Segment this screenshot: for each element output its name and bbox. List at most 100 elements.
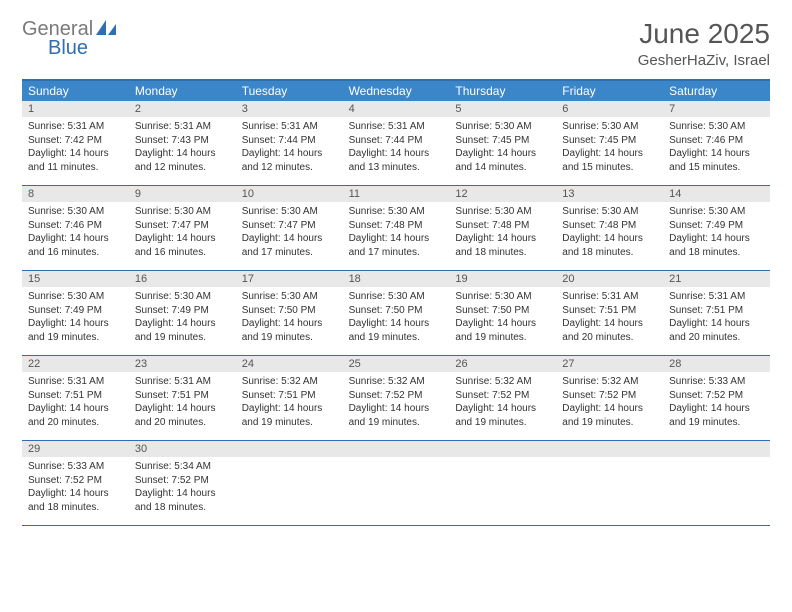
day-details: Sunrise: 5:30 AMSunset: 7:50 PMDaylight:… [236, 287, 343, 348]
day-number: 8 [22, 186, 129, 202]
calendar-day-cell: 6Sunrise: 5:30 AMSunset: 7:45 PMDaylight… [556, 101, 663, 185]
day-number [663, 441, 770, 457]
weekday-header: Wednesday [343, 81, 450, 101]
calendar-day-cell: 27Sunrise: 5:32 AMSunset: 7:52 PMDayligh… [556, 356, 663, 440]
title-block: June 2025 GesherHaZiv, Israel [638, 18, 770, 69]
day-number: 19 [449, 271, 556, 287]
calendar-week-row: 15Sunrise: 5:30 AMSunset: 7:49 PMDayligh… [22, 271, 770, 356]
day-number: 4 [343, 101, 450, 117]
day-number: 15 [22, 271, 129, 287]
calendar-week-row: 1Sunrise: 5:31 AMSunset: 7:42 PMDaylight… [22, 101, 770, 186]
day-details: Sunrise: 5:32 AMSunset: 7:52 PMDaylight:… [343, 372, 450, 433]
calendar-week-row: 29Sunrise: 5:33 AMSunset: 7:52 PMDayligh… [22, 441, 770, 526]
calendar-day-cell: 16Sunrise: 5:30 AMSunset: 7:49 PMDayligh… [129, 271, 236, 355]
day-number: 26 [449, 356, 556, 372]
day-details: Sunrise: 5:30 AMSunset: 7:50 PMDaylight:… [449, 287, 556, 348]
day-details: Sunrise: 5:32 AMSunset: 7:52 PMDaylight:… [449, 372, 556, 433]
calendar-day-cell: 26Sunrise: 5:32 AMSunset: 7:52 PMDayligh… [449, 356, 556, 440]
day-number: 18 [343, 271, 450, 287]
day-details: Sunrise: 5:30 AMSunset: 7:50 PMDaylight:… [343, 287, 450, 348]
day-number: 25 [343, 356, 450, 372]
day-details: Sunrise: 5:30 AMSunset: 7:46 PMDaylight:… [22, 202, 129, 263]
day-details: Sunrise: 5:30 AMSunset: 7:45 PMDaylight:… [556, 117, 663, 178]
calendar-day-cell: 7Sunrise: 5:30 AMSunset: 7:46 PMDaylight… [663, 101, 770, 185]
day-number: 20 [556, 271, 663, 287]
calendar-day-cell: 13Sunrise: 5:30 AMSunset: 7:48 PMDayligh… [556, 186, 663, 270]
day-number: 1 [22, 101, 129, 117]
day-number [556, 441, 663, 457]
calendar-day-cell [449, 441, 556, 525]
page-title: June 2025 [638, 18, 770, 50]
logo-sail-icon [95, 18, 119, 43]
weekday-header: Saturday [663, 81, 770, 101]
calendar-day-cell: 1Sunrise: 5:31 AMSunset: 7:42 PMDaylight… [22, 101, 129, 185]
calendar-day-cell: 23Sunrise: 5:31 AMSunset: 7:51 PMDayligh… [129, 356, 236, 440]
day-details: Sunrise: 5:30 AMSunset: 7:49 PMDaylight:… [663, 202, 770, 263]
header: General Blue June 2025 GesherHaZiv, Isra… [22, 18, 770, 69]
day-details: Sunrise: 5:30 AMSunset: 7:45 PMDaylight:… [449, 117, 556, 178]
calendar-day-cell: 5Sunrise: 5:30 AMSunset: 7:45 PMDaylight… [449, 101, 556, 185]
day-number: 28 [663, 356, 770, 372]
day-details: Sunrise: 5:30 AMSunset: 7:49 PMDaylight:… [22, 287, 129, 348]
calendar-grid: SundayMondayTuesdayWednesdayThursdayFrid… [22, 79, 770, 526]
day-number [236, 441, 343, 457]
calendar-day-cell: 9Sunrise: 5:30 AMSunset: 7:47 PMDaylight… [129, 186, 236, 270]
day-number: 3 [236, 101, 343, 117]
day-details: Sunrise: 5:31 AMSunset: 7:51 PMDaylight:… [556, 287, 663, 348]
weekday-header: Monday [129, 81, 236, 101]
day-number: 29 [22, 441, 129, 457]
day-details: Sunrise: 5:31 AMSunset: 7:51 PMDaylight:… [22, 372, 129, 433]
day-details: Sunrise: 5:31 AMSunset: 7:43 PMDaylight:… [129, 117, 236, 178]
day-details: Sunrise: 5:32 AMSunset: 7:52 PMDaylight:… [556, 372, 663, 433]
day-details: Sunrise: 5:31 AMSunset: 7:42 PMDaylight:… [22, 117, 129, 178]
calendar-day-cell [556, 441, 663, 525]
day-details: Sunrise: 5:31 AMSunset: 7:44 PMDaylight:… [343, 117, 450, 178]
day-details: Sunrise: 5:31 AMSunset: 7:44 PMDaylight:… [236, 117, 343, 178]
day-number: 10 [236, 186, 343, 202]
calendar-day-cell: 20Sunrise: 5:31 AMSunset: 7:51 PMDayligh… [556, 271, 663, 355]
calendar-day-cell: 30Sunrise: 5:34 AMSunset: 7:52 PMDayligh… [129, 441, 236, 525]
calendar-day-cell: 21Sunrise: 5:31 AMSunset: 7:51 PMDayligh… [663, 271, 770, 355]
day-number: 16 [129, 271, 236, 287]
calendar-week-row: 8Sunrise: 5:30 AMSunset: 7:46 PMDaylight… [22, 186, 770, 271]
calendar-day-cell: 24Sunrise: 5:32 AMSunset: 7:51 PMDayligh… [236, 356, 343, 440]
calendar-day-cell: 17Sunrise: 5:30 AMSunset: 7:50 PMDayligh… [236, 271, 343, 355]
day-details: Sunrise: 5:30 AMSunset: 7:48 PMDaylight:… [343, 202, 450, 263]
day-details: Sunrise: 5:30 AMSunset: 7:48 PMDaylight:… [556, 202, 663, 263]
day-details: Sunrise: 5:30 AMSunset: 7:47 PMDaylight:… [236, 202, 343, 263]
calendar-day-cell: 15Sunrise: 5:30 AMSunset: 7:49 PMDayligh… [22, 271, 129, 355]
calendar-day-cell: 29Sunrise: 5:33 AMSunset: 7:52 PMDayligh… [22, 441, 129, 525]
calendar-page: General Blue June 2025 GesherHaZiv, Isra… [0, 0, 792, 544]
day-number: 13 [556, 186, 663, 202]
location-label: GesherHaZiv, Israel [638, 52, 770, 69]
calendar-day-cell: 25Sunrise: 5:32 AMSunset: 7:52 PMDayligh… [343, 356, 450, 440]
day-details: Sunrise: 5:30 AMSunset: 7:46 PMDaylight:… [663, 117, 770, 178]
calendar-day-cell: 19Sunrise: 5:30 AMSunset: 7:50 PMDayligh… [449, 271, 556, 355]
calendar-day-cell: 22Sunrise: 5:31 AMSunset: 7:51 PMDayligh… [22, 356, 129, 440]
calendar-day-cell: 8Sunrise: 5:30 AMSunset: 7:46 PMDaylight… [22, 186, 129, 270]
day-number: 27 [556, 356, 663, 372]
day-number: 23 [129, 356, 236, 372]
weekday-header: Tuesday [236, 81, 343, 101]
calendar-day-cell: 28Sunrise: 5:33 AMSunset: 7:52 PMDayligh… [663, 356, 770, 440]
logo: General Blue [22, 18, 119, 60]
calendar-day-cell: 2Sunrise: 5:31 AMSunset: 7:43 PMDaylight… [129, 101, 236, 185]
day-details: Sunrise: 5:32 AMSunset: 7:51 PMDaylight:… [236, 372, 343, 433]
calendar-day-cell [236, 441, 343, 525]
calendar-day-cell: 18Sunrise: 5:30 AMSunset: 7:50 PMDayligh… [343, 271, 450, 355]
day-details: Sunrise: 5:31 AMSunset: 7:51 PMDaylight:… [663, 287, 770, 348]
day-number: 24 [236, 356, 343, 372]
day-number: 2 [129, 101, 236, 117]
day-number: 11 [343, 186, 450, 202]
day-number [343, 441, 450, 457]
day-number: 7 [663, 101, 770, 117]
weekday-header: Sunday [22, 81, 129, 101]
day-details: Sunrise: 5:33 AMSunset: 7:52 PMDaylight:… [22, 457, 129, 518]
day-number [449, 441, 556, 457]
calendar-day-cell: 11Sunrise: 5:30 AMSunset: 7:48 PMDayligh… [343, 186, 450, 270]
day-details: Sunrise: 5:30 AMSunset: 7:47 PMDaylight:… [129, 202, 236, 263]
calendar-day-cell: 12Sunrise: 5:30 AMSunset: 7:48 PMDayligh… [449, 186, 556, 270]
calendar-week-row: 22Sunrise: 5:31 AMSunset: 7:51 PMDayligh… [22, 356, 770, 441]
weekday-header: Thursday [449, 81, 556, 101]
calendar-day-cell: 14Sunrise: 5:30 AMSunset: 7:49 PMDayligh… [663, 186, 770, 270]
